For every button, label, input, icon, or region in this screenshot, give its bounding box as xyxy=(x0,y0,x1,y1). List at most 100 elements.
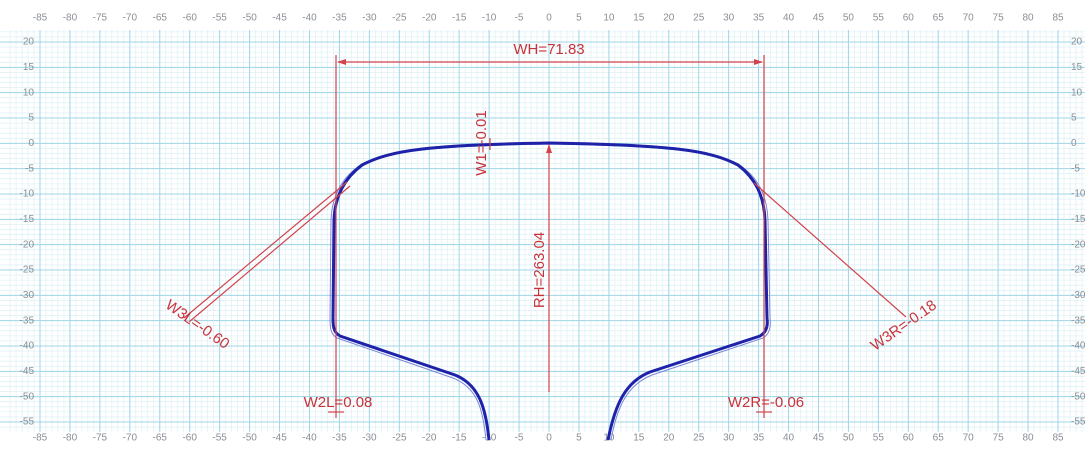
x-tick-label: -65 xyxy=(153,13,168,24)
y-tick-label: -40 xyxy=(20,341,35,352)
x-tick-label: 0 xyxy=(546,433,552,444)
x-tick-label: -80 xyxy=(63,433,78,444)
x-tick-label: -55 xyxy=(212,13,227,24)
x-tick-label: 15 xyxy=(633,13,645,24)
x-tick-label: -65 xyxy=(153,433,168,444)
x-tick-label: 30 xyxy=(723,13,735,24)
y-tick-label: -45 xyxy=(20,366,35,377)
x-tick-label: -70 xyxy=(123,13,138,24)
x-tick-label: -20 xyxy=(422,13,437,24)
x-tick-label: 70 xyxy=(963,13,975,24)
y-tick-label: -30 xyxy=(20,290,35,301)
x-tick-label: 20 xyxy=(663,433,675,444)
y-tick-label: -5 xyxy=(1071,163,1080,174)
x-tick-label: -45 xyxy=(272,13,287,24)
x-tick-label: 60 xyxy=(903,433,915,444)
x-tick-label: 50 xyxy=(843,13,855,24)
x-tick-label: -15 xyxy=(452,433,467,444)
y-tick-label: 10 xyxy=(23,87,35,98)
x-tick-label: -25 xyxy=(392,13,407,24)
x-tick-label: -60 xyxy=(182,433,197,444)
y-tick-label: -30 xyxy=(1071,290,1085,301)
x-tick-label: 55 xyxy=(873,433,885,444)
x-tick-label: -20 xyxy=(422,433,437,444)
x-tick-label: 80 xyxy=(1022,433,1034,444)
y-tick-label: 5 xyxy=(28,113,34,124)
x-tick-label: 5 xyxy=(576,433,582,444)
x-tick-label: 85 xyxy=(1052,433,1064,444)
x-tick-label: -55 xyxy=(212,433,227,444)
x-tick-label: 75 xyxy=(993,13,1005,24)
y-tick-label: -10 xyxy=(20,189,35,200)
y-tick-label: -15 xyxy=(1071,214,1085,225)
x-tick-label: -40 xyxy=(302,13,317,24)
w3l-line xyxy=(188,185,351,323)
x-tick-label: 65 xyxy=(933,13,945,24)
x-tick-label: 10 xyxy=(603,13,615,24)
ticks: -85-85-80-80-75-75-70-70-65-65-60-60-55-… xyxy=(20,13,1085,444)
w2r-label: W2R=-0.06 xyxy=(728,394,804,411)
y-tick-label: -20 xyxy=(20,239,35,250)
x-tick-label: -35 xyxy=(332,433,347,444)
x-tick-label: 80 xyxy=(1022,13,1034,24)
x-tick-label: 50 xyxy=(843,433,855,444)
y-tick-label: -10 xyxy=(1071,189,1085,200)
y-tick-label: -25 xyxy=(20,265,35,276)
rh-label: RH=263.04 xyxy=(531,232,548,308)
x-tick-label: 75 xyxy=(993,433,1005,444)
w1-label: W1=-0.01 xyxy=(473,110,490,175)
y-tick-label: 15 xyxy=(1071,62,1083,73)
x-tick-label: -15 xyxy=(452,13,467,24)
measured-profile xyxy=(331,141,769,441)
x-tick-label: 0 xyxy=(546,13,552,24)
x-tick-label: -30 xyxy=(362,433,377,444)
x-tick-label: 40 xyxy=(783,13,795,24)
x-tick-label: -50 xyxy=(242,13,257,24)
y-tick-label: -35 xyxy=(20,315,35,326)
y-tick-label: 5 xyxy=(1071,113,1077,124)
x-tick-label: -50 xyxy=(242,433,257,444)
wh-label: WH=71.83 xyxy=(513,41,584,58)
x-tick-label: -70 xyxy=(123,433,138,444)
x-tick-label: 65 xyxy=(933,433,945,444)
y-tick-label: -50 xyxy=(20,391,35,402)
x-tick-label: -30 xyxy=(362,13,377,24)
w3l-label: W3L=-0.60 xyxy=(162,296,232,352)
y-tick-label: -55 xyxy=(20,417,35,428)
grid xyxy=(0,30,1085,432)
x-tick-label: 45 xyxy=(813,433,825,444)
y-tick-label: -40 xyxy=(1071,341,1085,352)
y-tick-label: 0 xyxy=(1071,138,1077,149)
x-tick-label: 20 xyxy=(663,13,675,24)
y-tick-label: -35 xyxy=(1071,315,1085,326)
y-tick-label: 0 xyxy=(28,138,34,149)
x-tick-label: 85 xyxy=(1052,13,1064,24)
x-tick-label: 40 xyxy=(783,433,795,444)
x-tick-label: -45 xyxy=(272,433,287,444)
y-tick-label: -45 xyxy=(1071,366,1085,377)
x-tick-label: 30 xyxy=(723,433,735,444)
x-tick-label: -60 xyxy=(182,13,197,24)
y-tick-label: -5 xyxy=(25,163,34,174)
reference-profile xyxy=(329,143,771,441)
x-tick-label: -35 xyxy=(332,13,347,24)
x-tick-label: 35 xyxy=(753,13,765,24)
y-tick-label: -55 xyxy=(1071,417,1085,428)
x-tick-label: -75 xyxy=(93,13,108,24)
x-tick-label: 5 xyxy=(576,13,582,24)
x-tick-label: 55 xyxy=(873,13,885,24)
y-tick-label: -20 xyxy=(1071,239,1085,250)
y-tick-label: 15 xyxy=(23,62,35,73)
x-tick-label: -80 xyxy=(63,13,78,24)
x-tick-label: -75 xyxy=(93,433,108,444)
y-tick-label: 20 xyxy=(23,37,35,48)
x-tick-label: -5 xyxy=(515,433,524,444)
y-tick-label: -50 xyxy=(1071,391,1085,402)
x-tick-label: -85 xyxy=(33,13,48,24)
x-tick-label: 15 xyxy=(633,433,645,444)
y-tick-label: 20 xyxy=(1071,37,1083,48)
x-tick-label: 25 xyxy=(693,433,705,444)
x-tick-label: -85 xyxy=(33,433,48,444)
y-tick-label: -25 xyxy=(1071,265,1085,276)
